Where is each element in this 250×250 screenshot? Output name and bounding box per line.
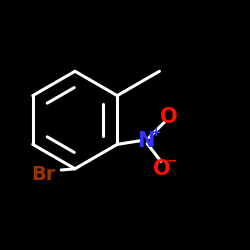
- Text: N: N: [137, 130, 155, 150]
- Text: +: +: [150, 126, 161, 139]
- Text: Br: Br: [32, 165, 56, 184]
- Text: O: O: [160, 107, 178, 127]
- Text: −: −: [166, 155, 177, 168]
- Text: O: O: [154, 159, 171, 179]
